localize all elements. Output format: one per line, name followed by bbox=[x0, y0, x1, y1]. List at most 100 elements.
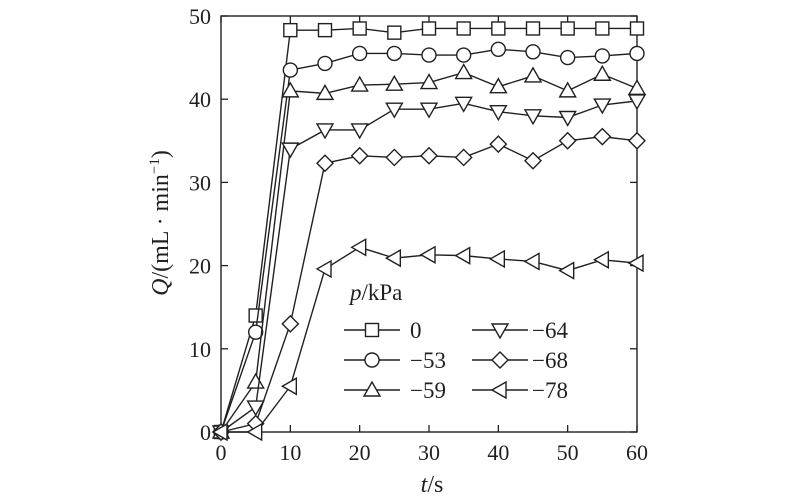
marker-diamond bbox=[350, 146, 369, 165]
marker-circle bbox=[421, 47, 437, 63]
marker-square bbox=[560, 21, 575, 36]
marker-square bbox=[248, 308, 263, 323]
marker-circle bbox=[247, 324, 264, 340]
legend-entry-3: −64 bbox=[472, 318, 568, 343]
marker-triangle-up bbox=[523, 66, 543, 83]
marker-triangle-up bbox=[315, 83, 335, 101]
legend-entry-5: −78 bbox=[472, 378, 568, 403]
marker-triangle-left bbox=[280, 377, 298, 396]
tick-labels: 0 10 20 30 40 50 60 0 10 20 30 40 50 bbox=[189, 4, 648, 465]
legend-entry-4: −68 bbox=[472, 348, 568, 373]
marker-triangle-up bbox=[454, 63, 473, 80]
marker-triangle-left bbox=[419, 245, 436, 264]
marker-triangle-down bbox=[350, 123, 369, 140]
marker-triangle-left bbox=[558, 261, 575, 280]
marker-triangle-left bbox=[523, 252, 540, 271]
marker-circle bbox=[364, 352, 380, 368]
series-3 bbox=[211, 94, 647, 442]
marker-circle bbox=[455, 47, 472, 63]
marker-triangle-down bbox=[489, 104, 508, 122]
marker-triangle-left bbox=[246, 422, 263, 442]
marker-diamond bbox=[593, 127, 612, 146]
legend: 0 −53 −59 −64 −68 −78 bbox=[344, 318, 568, 403]
marker-circle bbox=[282, 62, 299, 78]
legend-label: −59 bbox=[410, 378, 446, 403]
y-tick-label: 40 bbox=[189, 87, 211, 112]
y-tick-label: 10 bbox=[189, 337, 211, 362]
marker-square bbox=[387, 25, 402, 40]
marker-circle bbox=[351, 45, 368, 62]
marker-triangle-left bbox=[592, 250, 610, 269]
marker-diamond bbox=[454, 148, 473, 167]
marker-circle bbox=[490, 41, 507, 57]
marker-triangle-left bbox=[488, 249, 506, 269]
marker-diamond bbox=[316, 154, 334, 173]
marker-triangle-down bbox=[419, 102, 439, 119]
marker-triangle-up bbox=[350, 75, 369, 92]
marker-triangle-left bbox=[627, 253, 644, 273]
marker-square bbox=[352, 21, 367, 36]
marker-circle bbox=[386, 45, 403, 62]
y-axis-label: Q/(mL · min−1) bbox=[147, 150, 174, 296]
x-tick-label: 30 bbox=[418, 440, 440, 465]
marker-triangle-down bbox=[627, 94, 647, 111]
marker-diamond bbox=[491, 351, 509, 369]
marker-square bbox=[421, 21, 437, 36]
marker-diamond bbox=[385, 148, 404, 167]
marker-triangle-left bbox=[384, 248, 402, 268]
marker-circle bbox=[317, 55, 333, 72]
marker-triangle-down bbox=[246, 400, 265, 417]
marker-triangle-down bbox=[281, 142, 300, 159]
legend-entry-0: 0 bbox=[344, 318, 422, 343]
legend-label: −78 bbox=[532, 378, 568, 403]
series-layer bbox=[211, 21, 647, 442]
legend-label: −53 bbox=[410, 348, 446, 373]
marker-triangle-left bbox=[315, 259, 332, 279]
legend-label: −68 bbox=[532, 348, 568, 373]
marker-triangle-up bbox=[558, 81, 577, 98]
legend-label: 0 bbox=[410, 318, 422, 343]
series-2 bbox=[211, 63, 647, 439]
x-axis-label: t/s bbox=[421, 472, 444, 498]
marker-circle bbox=[594, 48, 611, 64]
marker-square bbox=[283, 22, 298, 38]
marker-diamond bbox=[558, 131, 577, 150]
marker-triangle-down bbox=[523, 109, 543, 126]
x-tick-label: 20 bbox=[349, 440, 371, 465]
marker-circle bbox=[525, 44, 541, 60]
y-tick-label: 20 bbox=[189, 254, 211, 279]
series-line bbox=[221, 246, 638, 433]
marker-triangle-up bbox=[489, 77, 508, 94]
marker-triangle-down bbox=[490, 323, 510, 340]
series-5 bbox=[211, 238, 644, 442]
marker-triangle-up bbox=[385, 74, 404, 91]
marker-triangle-down bbox=[385, 102, 404, 119]
marker-triangle-left bbox=[490, 380, 507, 400]
marker-triangle-up bbox=[362, 380, 382, 397]
marker-square bbox=[364, 322, 380, 338]
legend-entry-1: −53 bbox=[344, 348, 446, 373]
marker-triangle-left bbox=[350, 238, 367, 257]
marker-diamond bbox=[420, 146, 438, 165]
x-tick-label: 50 bbox=[557, 440, 579, 465]
marker-triangle-down bbox=[454, 96, 473, 113]
x-tick-label: 10 bbox=[279, 440, 301, 465]
marker-triangle-up bbox=[627, 78, 647, 96]
series-0 bbox=[213, 21, 645, 440]
marker-square bbox=[317, 22, 333, 38]
marker-triangle-down bbox=[593, 98, 612, 115]
marker-circle bbox=[629, 45, 645, 62]
marker-triangle-up bbox=[593, 64, 612, 81]
marker-square bbox=[525, 21, 541, 36]
legend-entry-2: −59 bbox=[344, 378, 446, 403]
y-tick-label: 50 bbox=[189, 4, 211, 29]
x-tick-label: 0 bbox=[216, 440, 227, 465]
legend-title: p/kPa bbox=[348, 280, 402, 305]
x-tick-label: 40 bbox=[487, 440, 509, 465]
marker-triangle-left bbox=[211, 422, 228, 442]
marker-triangle-down bbox=[315, 123, 335, 140]
marker-circle bbox=[559, 49, 576, 66]
marker-diamond bbox=[628, 131, 646, 150]
marker-diamond bbox=[524, 151, 542, 170]
